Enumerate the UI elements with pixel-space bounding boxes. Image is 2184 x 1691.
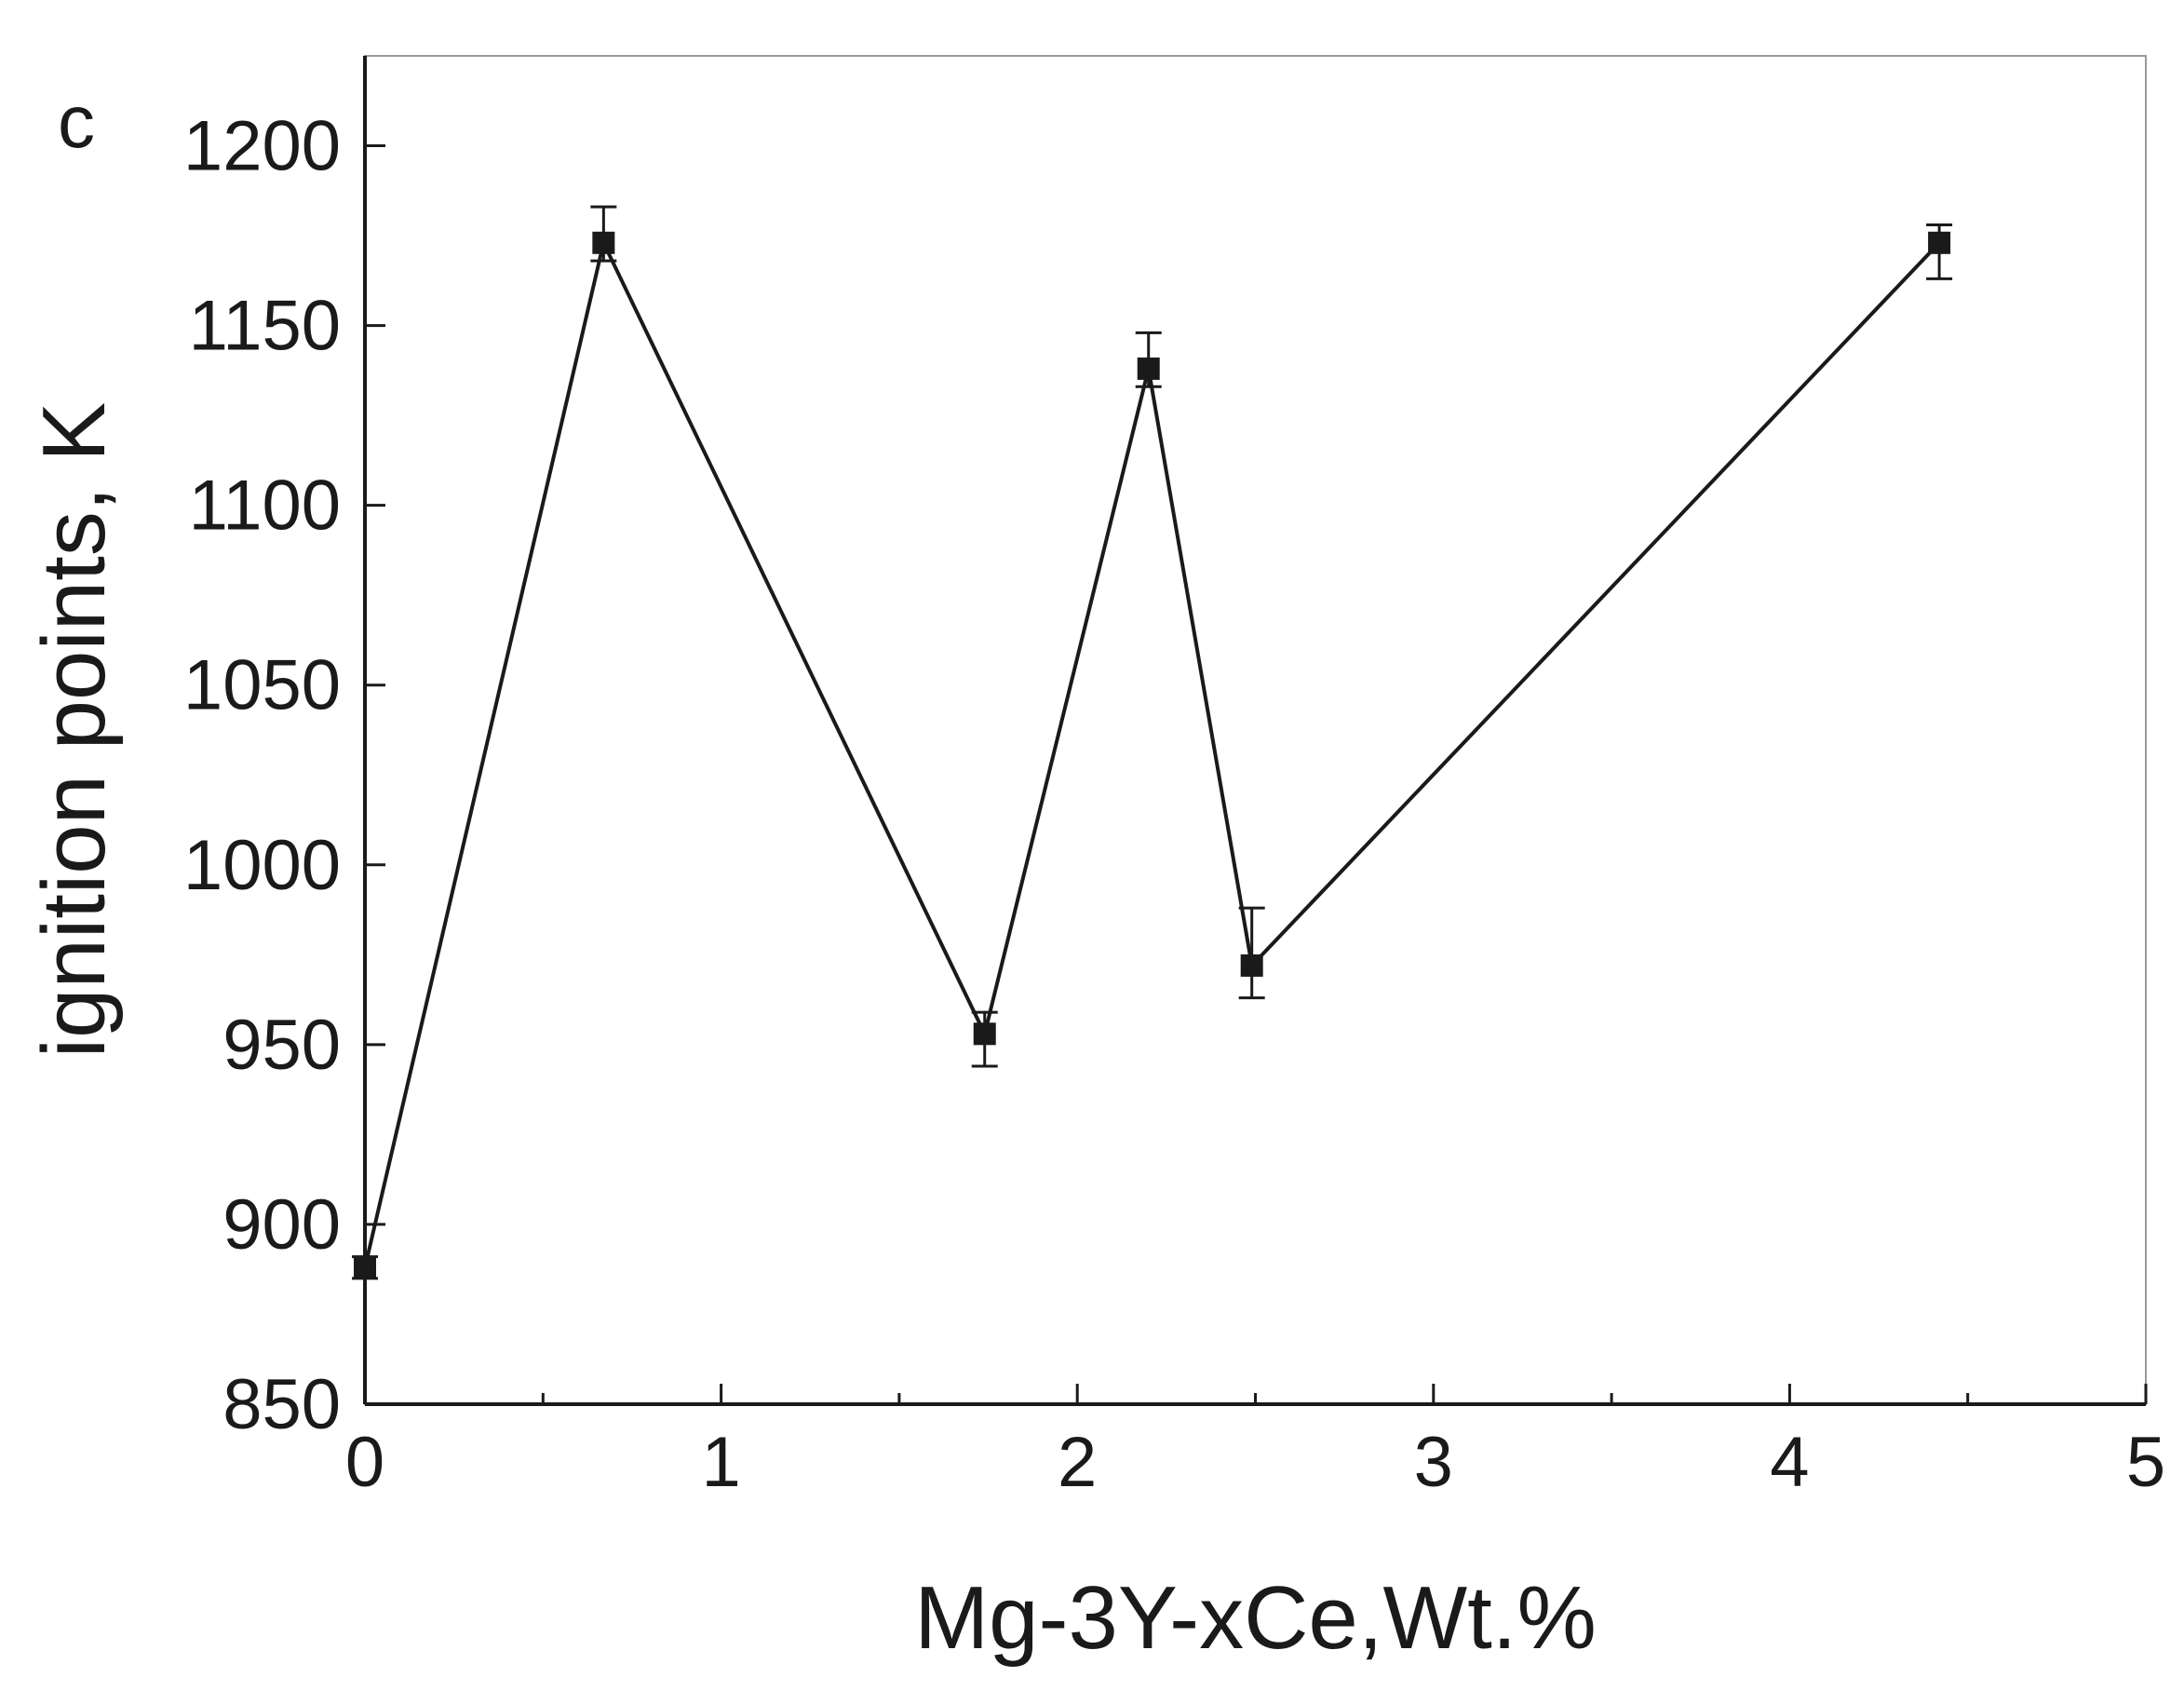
plot-area — [363, 55, 2147, 1406]
x-tick-label: 0 — [345, 1423, 384, 1502]
data-series — [352, 205, 1953, 1280]
y-tick-label: 900 — [222, 1185, 341, 1265]
y-tick-label: 950 — [222, 1006, 341, 1085]
x-tick-label: 4 — [1770, 1423, 1809, 1502]
data-point — [1928, 231, 1951, 254]
x-tick-label: 2 — [1058, 1423, 1097, 1502]
y-axis-title: ignition points, K — [24, 402, 124, 1058]
y-tick-label: 1100 — [189, 467, 341, 546]
series-line — [363, 237, 1941, 1268]
axis-ticks: 0 1 2 3 4 5 850 900 950 1000 1050 1100 1150 1200 — [183, 107, 2165, 1502]
x-tick-label: 1 — [701, 1423, 740, 1502]
x-tick-label: 5 — [2126, 1423, 2165, 1502]
y-tick-label: 1000 — [183, 826, 341, 905]
data-point — [592, 231, 615, 254]
y-tick-label: 850 — [222, 1365, 341, 1444]
x-axis-title: Mg-3Y-xCe,Wt.% — [914, 1568, 1597, 1668]
x-tick-label: 3 — [1414, 1423, 1453, 1502]
plot-frame — [364, 55, 2147, 1405]
data-point — [1137, 357, 1160, 380]
y-tick-label: 1150 — [189, 287, 341, 366]
y-tick-label: 1050 — [183, 646, 341, 725]
y-tick-label: 1200 — [183, 107, 341, 186]
data-point — [1240, 954, 1263, 977]
data-point — [354, 1256, 376, 1279]
data-point — [973, 1022, 996, 1046]
panel-label: c — [58, 80, 95, 163]
